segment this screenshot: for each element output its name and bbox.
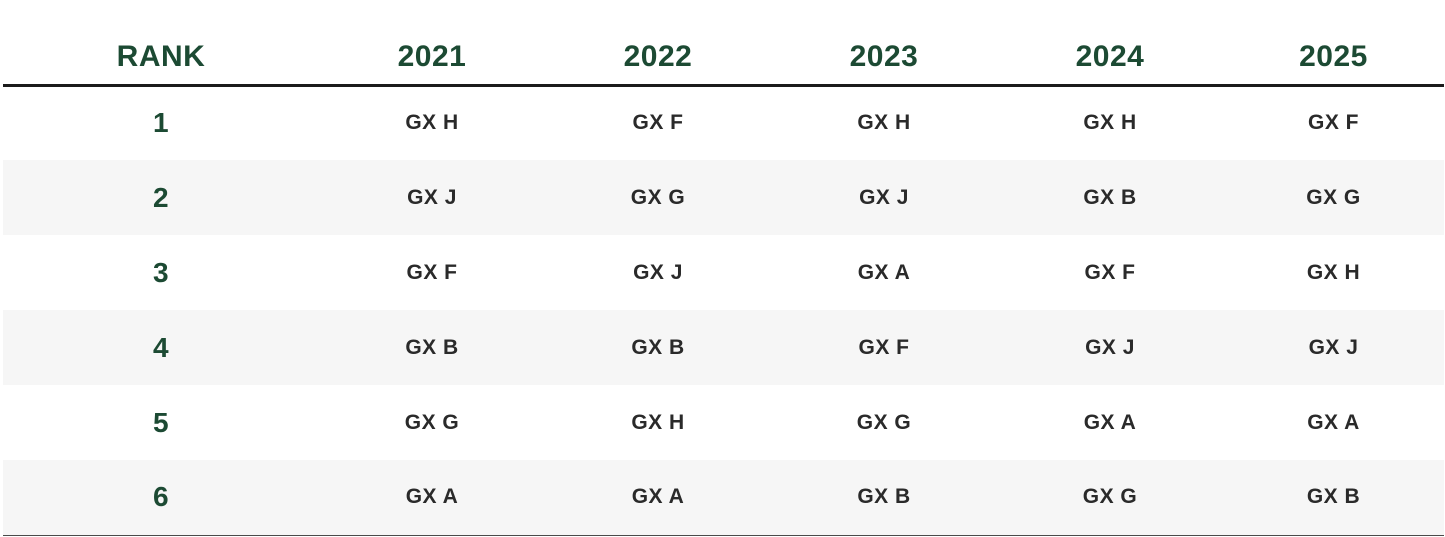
table-cell: GX G (997, 460, 1223, 536)
header-year-2023: 2023 (771, 0, 997, 87)
table-cell: GX F (771, 310, 997, 385)
header-year-2022: 2022 (545, 0, 771, 87)
table-cell: GX J (997, 310, 1223, 385)
ranking-table: RANK 2021 2022 2023 2024 2025 1 GX H GX … (3, 0, 1444, 536)
table-row: 4 GX B GX B GX F GX J GX J (3, 310, 1444, 385)
table-row: 5 GX G GX H GX G GX A GX A (3, 385, 1444, 460)
table-header: RANK 2021 2022 2023 2024 2025 (3, 0, 1444, 87)
table-row: 3 GX F GX J GX A GX F GX H (3, 235, 1444, 310)
table-cell: GX H (1306, 260, 1361, 284)
table-cell: GX J (633, 260, 683, 284)
rank-cell: 4 (3, 310, 319, 385)
header-year-2024: 2024 (997, 0, 1223, 87)
table-row: 2 GX J GX G GX J GX B GX G (3, 160, 1444, 235)
table-body: 1 GX H GX F GX H GX H GX F 2 GX J GX G G… (3, 85, 1444, 536)
rank-cell: 2 (3, 160, 319, 235)
table-cell: GX J (1223, 310, 1444, 385)
rank-cell: 6 (3, 460, 319, 536)
rank-cell: 1 (152, 107, 170, 139)
table-cell: GX F (632, 111, 684, 135)
table-row: 6 GX A GX A GX B GX G GX B (3, 460, 1444, 536)
header-row: RANK 2021 2022 2023 2024 2025 (3, 0, 1444, 87)
table-cell: GX H (631, 410, 685, 434)
table-cell: GX G (404, 410, 460, 434)
table-row: 1 GX H GX F GX H GX H GX F (3, 85, 1444, 160)
table-cell: GX G (1223, 160, 1444, 235)
header-year-2025: 2025 (1223, 0, 1444, 87)
table-cell: GX G (545, 160, 771, 235)
table-cell: GX A (545, 460, 771, 536)
table-cell: GX B (545, 310, 771, 385)
table-cell: GX B (319, 310, 545, 385)
table-cell: GX J (771, 160, 997, 235)
table-cell: GX J (319, 160, 545, 235)
rank-cell: 3 (152, 256, 170, 288)
table-cell: GX F (406, 260, 458, 284)
table-cell: GX A (319, 460, 545, 536)
table-cell: GX B (771, 460, 997, 536)
table-cell: GX B (997, 160, 1223, 235)
table-cell: GX F (1084, 260, 1136, 284)
table-cell: GX G (856, 410, 912, 434)
table-cell: GX H (1083, 111, 1137, 135)
header-rank: RANK (3, 0, 319, 87)
table-cell: GX H (857, 111, 911, 135)
table-cell: GX F (1307, 111, 1359, 135)
table-cell: GX A (1307, 410, 1360, 434)
rank-cell: 5 (152, 406, 170, 438)
header-year-2021: 2021 (319, 0, 545, 87)
table-cell: GX B (1223, 460, 1444, 536)
table-cell: GX A (1083, 410, 1137, 434)
table-cell: GX H (405, 111, 459, 135)
table-cell: GX A (857, 260, 911, 284)
